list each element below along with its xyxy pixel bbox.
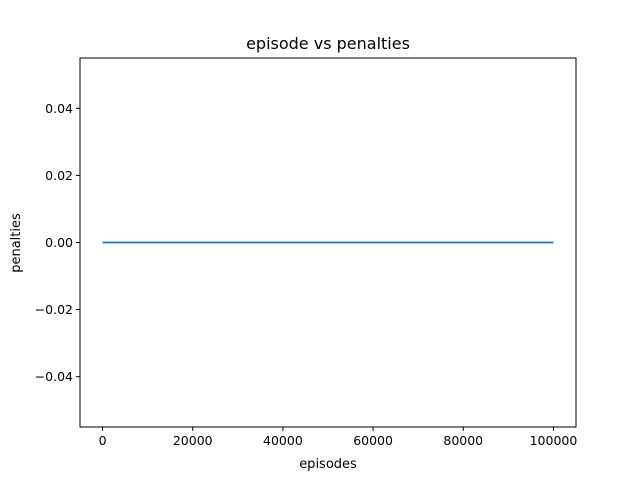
x-tick-label: 100000 bbox=[530, 433, 578, 448]
chart-title: episode vs penalties bbox=[246, 34, 410, 53]
x-axis-ticks: 0 20000 40000 60000 80000 100000 bbox=[99, 427, 578, 448]
x-tick-label: 80000 bbox=[443, 433, 483, 448]
y-axis-ticks: −0.04 −0.02 0.00 0.02 0.04 bbox=[35, 101, 80, 384]
x-tick-label: 60000 bbox=[353, 433, 393, 448]
y-tick-label: 0.04 bbox=[45, 101, 73, 116]
x-tick-label: 20000 bbox=[173, 433, 213, 448]
y-tick-label: 0.00 bbox=[45, 235, 73, 250]
x-tick-label: 40000 bbox=[263, 433, 303, 448]
y-tick-label: −0.02 bbox=[35, 302, 73, 317]
x-tick-label: 0 bbox=[99, 433, 107, 448]
axes-frame bbox=[79, 57, 577, 428]
y-tick-label: −0.04 bbox=[35, 369, 73, 384]
x-axis-label: episodes bbox=[299, 457, 357, 472]
y-axis-label: penalties bbox=[9, 213, 24, 273]
y-tick-label: 0.02 bbox=[45, 168, 73, 183]
